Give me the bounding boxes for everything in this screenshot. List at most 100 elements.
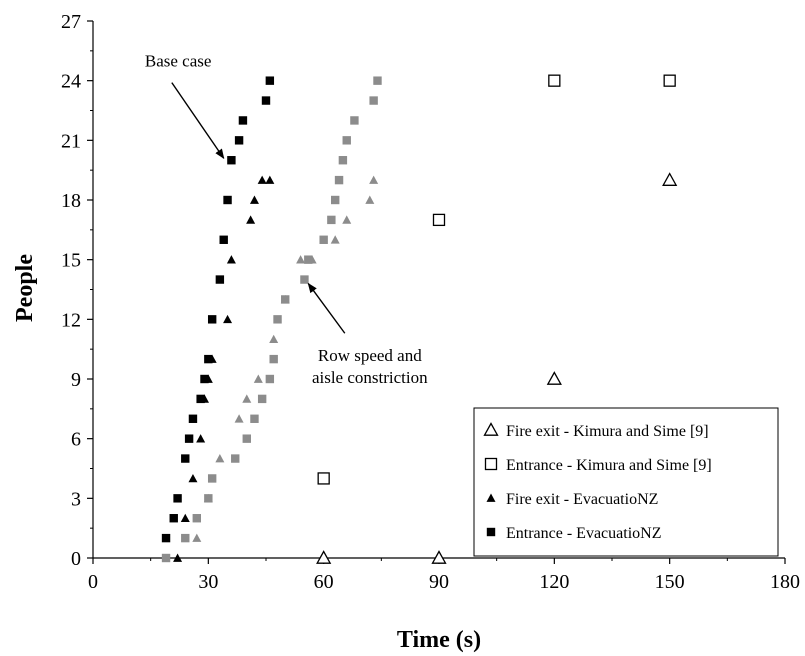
data-point <box>304 255 313 264</box>
data-point <box>223 314 233 324</box>
x-tick-label: 120 <box>539 571 569 593</box>
y-tick-label: 0 <box>71 548 81 570</box>
y-tick-label: 27 <box>61 11 81 33</box>
data-point <box>330 235 340 244</box>
data-point <box>181 533 190 543</box>
annotation-text: Row speed and <box>318 346 422 365</box>
data-point <box>269 354 278 364</box>
y-tick-label: 12 <box>61 309 81 331</box>
x-tick-label: 180 <box>770 571 800 593</box>
annotation-arrow <box>171 82 225 160</box>
y-tick-label: 9 <box>71 369 81 391</box>
data-point <box>257 175 267 184</box>
series-1 <box>317 74 676 485</box>
data-point <box>269 334 279 344</box>
data-point <box>663 74 676 87</box>
series-layer <box>161 74 678 564</box>
series-5 <box>161 76 382 563</box>
data-point <box>246 215 256 224</box>
data-point <box>281 295 290 304</box>
data-point <box>546 371 562 385</box>
legend-marker <box>486 493 496 502</box>
data-point <box>173 553 183 562</box>
data-point <box>331 195 340 205</box>
series-3 <box>161 76 275 543</box>
y-tick-label: 3 <box>71 488 81 510</box>
data-point <box>273 315 282 324</box>
series-4 <box>192 175 379 542</box>
data-point <box>192 533 202 542</box>
data-point <box>223 195 232 205</box>
data-point <box>196 434 206 443</box>
legend-box <box>473 407 779 557</box>
data-point <box>250 414 259 423</box>
annotation-row-speed: Row speed and aisle constriction <box>307 282 428 387</box>
data-point <box>369 175 379 184</box>
data-point <box>227 156 236 165</box>
legend-label: Entrance - Kimura and Sime [9] <box>506 457 712 474</box>
series-0 <box>316 172 678 564</box>
data-point <box>265 374 275 384</box>
y-tick-label: 6 <box>71 429 81 451</box>
data-point <box>257 394 267 404</box>
x-tick-label: 0 <box>88 571 98 593</box>
data-point <box>342 136 351 145</box>
annotation-arrow <box>307 282 346 334</box>
data-point <box>373 76 382 85</box>
data-point <box>265 175 275 184</box>
data-point <box>231 454 240 463</box>
legend-marker <box>486 527 496 537</box>
y-tick-label: 18 <box>61 190 81 212</box>
y-axis-title: People <box>12 254 38 322</box>
data-point <box>261 96 271 105</box>
data-point <box>188 414 198 423</box>
data-point <box>200 374 209 384</box>
data-point <box>234 136 244 145</box>
data-point <box>173 494 182 503</box>
data-point <box>317 472 330 485</box>
annotation-text: Base case <box>145 52 212 71</box>
data-point <box>234 414 244 423</box>
data-point <box>548 74 561 87</box>
data-point <box>319 235 328 244</box>
data-point <box>265 76 275 85</box>
data-point <box>338 156 348 165</box>
legend-marker <box>483 422 499 436</box>
data-point <box>188 473 198 483</box>
data-point <box>242 434 251 443</box>
data-point <box>184 434 194 443</box>
data-point <box>204 494 213 503</box>
annotation-text: aisle constriction <box>312 368 428 387</box>
legend: Fire exit - Kimura and Sime [9] Entrance … <box>473 407 779 557</box>
axis-ticks: 0 3 6 9 12 15 18 21 24 27 0 30 60 90 120 150 180 <box>61 11 800 593</box>
data-point <box>181 454 190 463</box>
x-tick-label: 150 <box>655 571 685 593</box>
data-point <box>431 550 447 564</box>
data-point <box>169 514 178 523</box>
x-tick-label: 90 <box>429 571 449 593</box>
data-point <box>242 394 252 403</box>
data-point <box>365 195 375 204</box>
data-point <box>369 96 378 105</box>
y-tick-label: 24 <box>61 71 81 93</box>
data-point <box>300 275 309 284</box>
data-point <box>161 533 171 543</box>
data-point <box>196 394 205 404</box>
x-tick-label: 60 <box>314 571 334 593</box>
data-point <box>327 215 336 225</box>
annotation-base-case: Base case <box>145 52 225 160</box>
data-point <box>161 553 171 563</box>
data-point <box>207 474 217 483</box>
x-tick-label: 30 <box>198 571 218 593</box>
data-point <box>316 550 332 564</box>
legend-marker <box>484 457 498 471</box>
data-point <box>204 354 213 364</box>
data-point <box>192 514 201 523</box>
legend-label: Fire exit - Kimura and Sime [9] <box>506 423 709 440</box>
data-point <box>219 235 228 244</box>
legend-label: Fire exit - EvacuatioNZ <box>506 491 658 508</box>
data-point <box>180 513 190 523</box>
data-point <box>296 255 306 264</box>
data-point <box>253 374 263 383</box>
legend-label: Entrance - EvacuatioNZ <box>506 525 661 542</box>
